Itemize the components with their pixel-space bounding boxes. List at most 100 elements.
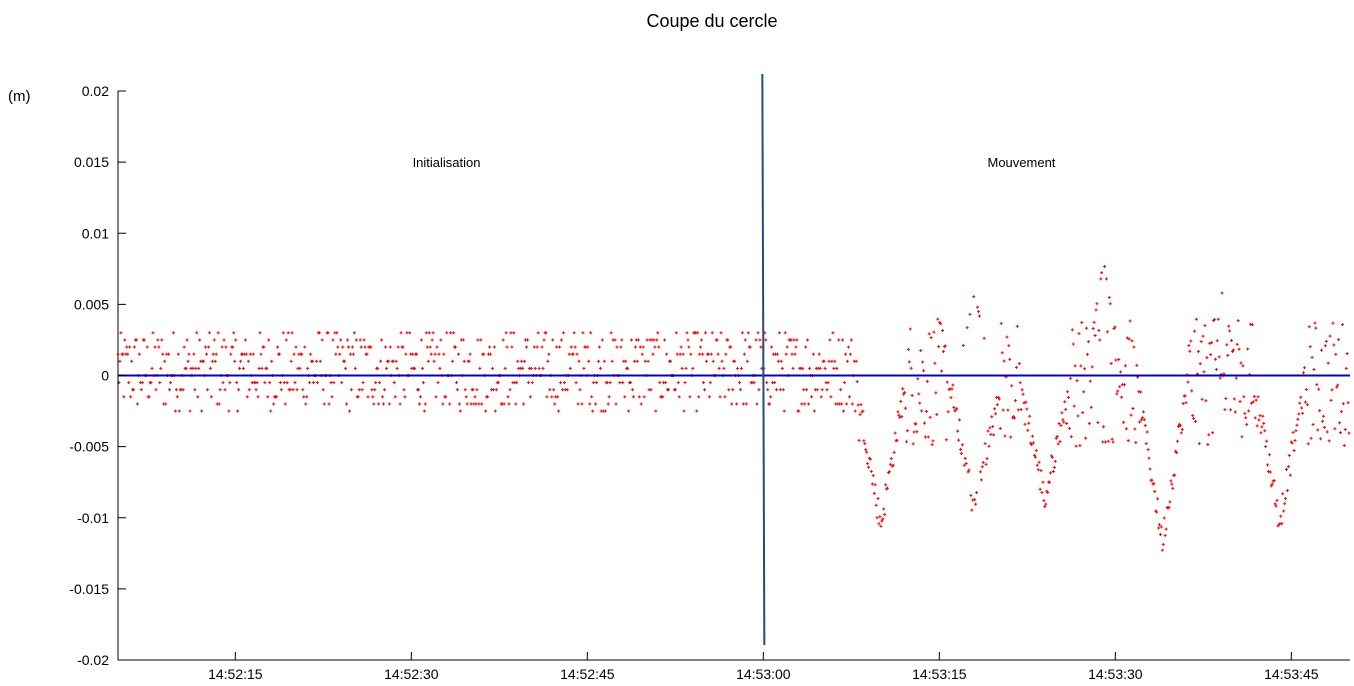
- data-point: [602, 359, 606, 363]
- data-point: [1299, 395, 1303, 399]
- data-point: [221, 381, 225, 385]
- data-point: [1135, 363, 1139, 367]
- data-point: [1211, 431, 1215, 435]
- data-point: [618, 381, 622, 385]
- data-point: [173, 409, 177, 413]
- data-point: [1005, 335, 1009, 339]
- data-point: [1341, 402, 1345, 406]
- data-point: [1079, 364, 1083, 368]
- data-point: [238, 366, 242, 370]
- data-point: [1302, 371, 1306, 375]
- data-point: [279, 388, 283, 392]
- data-point: [537, 366, 541, 370]
- data-point: [895, 438, 899, 442]
- phase-divider-line: [761, 73, 766, 646]
- data-point: [739, 366, 743, 370]
- data-point: [207, 331, 211, 335]
- data-point: [1194, 317, 1198, 321]
- data-point: [1118, 385, 1122, 389]
- data-point: [830, 359, 834, 363]
- data-point: [246, 359, 250, 363]
- data-point: [1303, 366, 1307, 370]
- data-point: [177, 409, 181, 413]
- data-point: [185, 338, 189, 342]
- data-point: [600, 338, 604, 342]
- data-point: [818, 366, 822, 370]
- data-point: [1028, 414, 1032, 418]
- data-point: [565, 388, 569, 392]
- data-point: [442, 352, 446, 356]
- data-point: [191, 366, 195, 370]
- data-point: [823, 366, 827, 370]
- data-point: [765, 381, 769, 385]
- data-point: [1140, 418, 1144, 422]
- data-point: [536, 331, 540, 335]
- data-point: [973, 498, 977, 502]
- data-point: [1220, 291, 1224, 295]
- data-point: [387, 402, 391, 406]
- data-point: [1103, 440, 1107, 444]
- data-point: [386, 359, 390, 363]
- data-point: [1053, 459, 1057, 463]
- data-point: [1156, 497, 1160, 501]
- data-point: [1163, 534, 1167, 538]
- data-point: [1104, 277, 1108, 281]
- annotation-label: Mouvement: [988, 155, 1056, 170]
- data-point: [793, 352, 797, 356]
- data-point: [1009, 435, 1013, 439]
- data-point: [220, 345, 224, 349]
- data-point: [1194, 420, 1198, 424]
- data-point: [740, 331, 744, 335]
- data-point: [309, 352, 313, 356]
- data-point: [1145, 430, 1149, 434]
- data-point: [374, 381, 378, 385]
- data-point: [1280, 522, 1284, 526]
- data-point: [743, 338, 747, 342]
- data-point: [748, 345, 752, 349]
- data-point: [448, 402, 452, 406]
- data-point: [1286, 465, 1290, 469]
- data-point: [1085, 352, 1089, 356]
- data-point: [691, 366, 695, 370]
- annotation-label: Initialisation: [413, 155, 481, 170]
- data-point: [802, 388, 806, 392]
- data-point: [575, 352, 579, 356]
- data-point: [867, 465, 871, 469]
- data-point: [1252, 395, 1256, 399]
- data-point: [1175, 451, 1179, 455]
- data-point: [334, 352, 338, 356]
- data-point: [1020, 388, 1024, 392]
- data-point: [806, 338, 810, 342]
- data-point: [422, 409, 426, 413]
- data-point: [956, 429, 960, 433]
- data-point: [684, 366, 688, 370]
- data-point: [223, 388, 227, 392]
- data-point: [621, 381, 625, 385]
- data-point: [1017, 362, 1021, 366]
- data-point: [520, 359, 524, 363]
- data-point: [350, 345, 354, 349]
- data-point: [685, 331, 689, 335]
- data-point: [676, 381, 680, 385]
- data-point: [1191, 414, 1195, 418]
- data-point: [205, 352, 209, 356]
- data-point: [1204, 399, 1208, 403]
- data-point: [678, 352, 682, 356]
- data-point: [888, 462, 892, 466]
- data-point: [1275, 498, 1279, 502]
- data-point: [344, 366, 348, 370]
- data-point: [1115, 392, 1119, 396]
- data-point: [441, 402, 445, 406]
- data-point: [812, 409, 816, 413]
- data-point: [1240, 435, 1244, 439]
- data-point: [1256, 395, 1260, 399]
- data-point: [318, 359, 322, 363]
- data-point: [900, 415, 904, 419]
- data-point: [294, 345, 298, 349]
- data-point: [1331, 321, 1335, 325]
- data-point: [399, 331, 403, 335]
- data-point: [535, 345, 539, 349]
- data-point: [1161, 542, 1165, 546]
- y-tick-label: -0.02: [77, 652, 109, 668]
